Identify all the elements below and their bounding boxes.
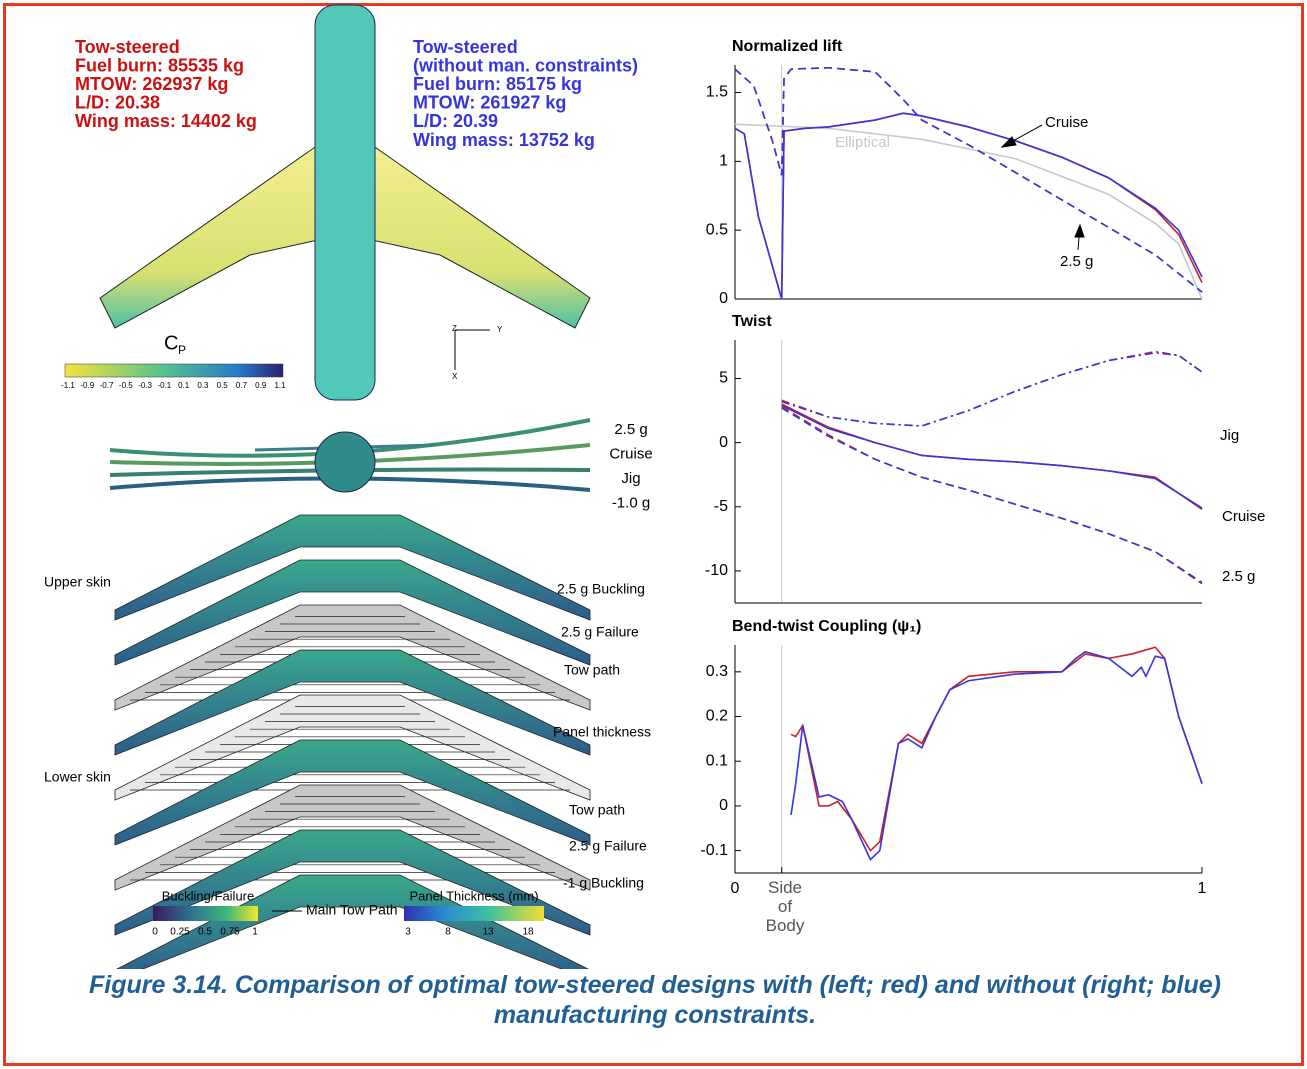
panel-label: 2.5 g Failure [569, 838, 647, 854]
y-tick-label: -5 [714, 498, 728, 515]
legend-tick: 3 [405, 927, 411, 938]
legend-title: Panel Thickness (mm) [409, 888, 538, 903]
colorbar-subscript: P [178, 343, 186, 357]
load-case: 2.5 g [614, 421, 647, 438]
design-text: Fuel burn: 85175 kg [413, 74, 582, 94]
load-case: -1.0 g [612, 494, 650, 511]
design-text: Fuel burn: 85535 kg [75, 55, 244, 75]
colorbar-tick: -1.1 [61, 381, 75, 390]
y-tick-label: -10 [705, 562, 728, 579]
y-tick-label: 1.5 [706, 84, 728, 101]
design-text: L/D: 20.38 [75, 93, 160, 113]
front-view [110, 420, 590, 492]
legend-tick: 0.25 [170, 927, 190, 938]
x-tick-label: 0 [731, 880, 740, 897]
legend-tick: 13 [482, 927, 494, 938]
load-case: Cruise [609, 445, 652, 462]
colorbar-tick: -0.3 [138, 381, 152, 390]
annotation: Elliptical [835, 134, 890, 151]
colorbar-tick: 1.1 [274, 381, 286, 390]
y-tick-label: 0.2 [706, 708, 728, 725]
chart-title: Normalized lift [732, 38, 843, 55]
colorbar-tick: 0.3 [197, 381, 209, 390]
design-text: Wing mass: 14402 kg [75, 111, 257, 131]
y-tick-label: 0 [719, 434, 728, 451]
series-line [791, 652, 1202, 860]
design-text: L/D: 20.39 [413, 111, 498, 131]
panel-label: Panel thickness [553, 724, 651, 740]
y-tick-label: 0 [719, 797, 728, 814]
design-text: MTOW: 262937 kg [75, 74, 228, 94]
legend-tick: 1 [252, 927, 258, 938]
arrow [1075, 225, 1084, 250]
colorbar-tick: -0.5 [119, 381, 133, 390]
panel-label: -1 g Buckling [563, 875, 644, 891]
annotation: 2.5 g [1222, 568, 1255, 585]
series-line [782, 353, 1202, 426]
x-tick-label: 1 [1198, 880, 1207, 897]
chart-title: Bend-twist Coupling (ψ₁) [732, 618, 921, 635]
legend-title: Buckling/Failure [162, 888, 255, 903]
series-line [735, 113, 1202, 299]
panel-label: 2.5 g Buckling [557, 581, 645, 597]
skin-label: Upper skin [44, 574, 111, 590]
chart-title: Twist [732, 313, 772, 330]
panel-label: Tow path [564, 662, 620, 678]
annotation: 2.5 g [1060, 253, 1093, 270]
page: {"designs":[{"color":"#cc1111","lines":[… [0, 0, 1307, 1069]
y-tick-label: 0.5 [706, 221, 728, 238]
load-case: Jig [621, 470, 640, 487]
annotation: Cruise [1045, 114, 1088, 131]
colorbar-label: C [164, 332, 178, 354]
y-tick-label: 0 [719, 290, 728, 307]
colorbar-tick: -0.9 [80, 381, 94, 390]
series-line [735, 68, 1202, 292]
colorbar-tick: 0.9 [255, 381, 267, 390]
triad-label: Z [452, 324, 457, 333]
series-line [735, 124, 1202, 299]
legend-tick: 0.75 [220, 927, 240, 938]
series-line [782, 405, 1202, 508]
y-tick-label: -0.1 [700, 842, 728, 859]
colorbar-tick: 0.1 [178, 381, 190, 390]
legend-tick: 0 [152, 927, 158, 938]
legend-tick: 8 [445, 927, 451, 938]
panel-label: Tow path [569, 802, 625, 818]
design-text: Wing mass: 13752 kg [413, 130, 595, 150]
caption: Figure 3.14. Comparison of optimal tow-s… [40, 970, 1270, 1030]
x-tick-label: Side of Body [760, 878, 810, 935]
design-text: (without man. constraints) [413, 55, 638, 75]
series-line [735, 113, 1202, 299]
colorbar-tick: -0.1 [157, 381, 171, 390]
skin-label: Lower skin [44, 769, 111, 785]
colorbar-tick: 0.5 [217, 381, 229, 390]
y-tick-label: 0.1 [706, 752, 728, 769]
colorbar-tick: -0.7 [100, 381, 114, 390]
annotation: Jig [1220, 427, 1239, 444]
y-tick-label: 1 [719, 153, 728, 170]
figure: Tow-steeredFuel burn: 85535 kgMTOW: 2629… [0, 0, 1307, 969]
triad-label: X [452, 372, 458, 381]
y-tick-label: 5 [719, 370, 728, 387]
legend-tick: 0.5 [198, 927, 212, 938]
series-line [735, 68, 1202, 292]
legend-tick: 18 [522, 927, 534, 938]
series-line [782, 352, 1202, 426]
design-text: Tow-steered [413, 37, 518, 57]
design-text: MTOW: 261927 kg [413, 93, 566, 113]
panel-label: 2.5 g Failure [561, 624, 639, 640]
legend-label: Main Tow Path [306, 902, 398, 918]
triad-label: Y [497, 325, 503, 334]
colorbar-tick: 0.7 [236, 381, 248, 390]
annotation: Cruise [1222, 508, 1265, 525]
y-tick-label: 0.3 [706, 663, 728, 680]
design-text: Tow-steered [75, 37, 180, 57]
